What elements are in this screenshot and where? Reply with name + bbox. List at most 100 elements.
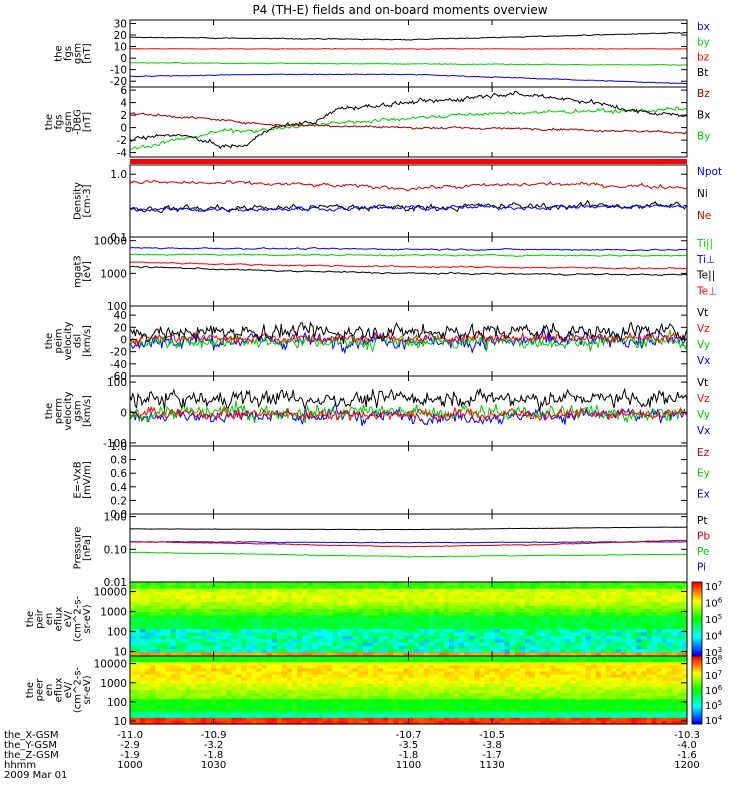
spectrogram-cell (540, 662, 546, 666)
spectrogram-cell (631, 585, 637, 590)
spectrogram-cell (307, 665, 313, 669)
spectrogram-cell (200, 696, 207, 700)
spectrogram-cell (160, 582, 167, 586)
spectrogram-cell (175, 702, 182, 707)
spectrogram-cell (281, 588, 288, 593)
spectrogram-cell (489, 632, 496, 637)
spectrogram-cell (459, 665, 465, 669)
spectrogram-cell (357, 708, 364, 713)
spectrogram-cell (342, 671, 349, 676)
spectrogram-cell (560, 717, 567, 722)
spectrogram-cell (474, 674, 480, 679)
spectrogram-cell (474, 615, 480, 620)
spectrogram-cell (494, 714, 501, 719)
spectrogram-cell (342, 635, 349, 640)
spectrogram-cell (246, 680, 253, 685)
spectrogram-cell (266, 677, 273, 682)
spectrogram-cell (200, 605, 207, 610)
spectrogram-cell (357, 625, 364, 630)
spectrogram-cell (317, 585, 324, 590)
spectrogram-cell (681, 608, 688, 613)
spectrogram-cell (175, 662, 182, 666)
spectrogram-cell (190, 659, 197, 663)
spectrogram-cell (160, 686, 167, 691)
spectrogram-cell (281, 693, 288, 697)
spectrogram-cell (292, 645, 298, 650)
spectrogram-cell (418, 622, 425, 627)
spectrogram-cell (271, 714, 278, 719)
spectrogram-cell (449, 714, 455, 719)
spectrogram-cell (484, 605, 491, 610)
spectrogram-cell (226, 720, 232, 725)
spectrogram-cell (231, 629, 237, 634)
spectrogram-cell (570, 625, 577, 630)
spectrogram-cell (651, 595, 658, 600)
spectrogram-cell (651, 686, 658, 691)
spectrogram-cell (236, 605, 242, 610)
spectrogram-cell (595, 652, 602, 657)
spectrogram-cell (504, 677, 511, 682)
spectrogram-cell (337, 671, 344, 676)
spectrogram-cell (180, 662, 187, 666)
spectrogram-cell (271, 582, 278, 586)
spectrogram-cell (205, 632, 212, 637)
spectrogram-cell (600, 686, 607, 691)
spectrogram-cell (367, 711, 374, 716)
spectrogram-cell (626, 696, 632, 700)
spectrogram-cell (145, 708, 151, 713)
spectrogram-cell (590, 635, 597, 640)
spectrogram-cell (449, 699, 455, 703)
spectrogram-cell (195, 645, 202, 650)
spectrogram-cell (185, 714, 192, 719)
spectrogram-cell (575, 717, 582, 722)
spectrogram-cell (631, 598, 637, 603)
spectrogram-cell (195, 662, 202, 666)
spectrogram-cell (611, 662, 617, 666)
spectrogram-cell (180, 592, 187, 597)
spectrogram-cell (292, 588, 298, 593)
spectrogram-cell (631, 659, 637, 663)
spectrogram-cell (449, 582, 455, 586)
spectrogram-cell (286, 686, 293, 691)
spectrogram-cell (216, 690, 222, 694)
spectrogram-cell (570, 585, 577, 590)
spectrogram-cell (631, 632, 637, 637)
spectrogram-cell (312, 656, 318, 660)
spectrogram-cell (545, 588, 551, 593)
spectrogram-cell (504, 629, 511, 634)
spectrogram-cell (190, 642, 197, 647)
spectrogram-cell (388, 615, 394, 620)
spectrogram-cell (514, 595, 521, 600)
spectrogram-cell (170, 665, 177, 669)
spectrogram-cell (135, 714, 141, 719)
spectrogram-cell (535, 690, 541, 694)
spectrogram-cell (292, 683, 298, 688)
spectrogram-cell (540, 629, 546, 634)
spectrogram-cell (661, 677, 668, 682)
spectrogram-cell (580, 693, 587, 697)
spectrogram-cell (671, 588, 678, 593)
spectrogram-cell (347, 699, 354, 703)
spectrogram-cell (281, 717, 288, 722)
spectrogram-cell (449, 693, 455, 697)
spectrogram-cell (454, 585, 460, 590)
spectrogram-cell (443, 693, 450, 697)
spectrogram-cell (428, 705, 435, 710)
spectrogram-cell (266, 674, 273, 679)
spectrogram-cell (342, 699, 349, 703)
spectrogram-cell (550, 674, 556, 679)
spectrogram-cell (307, 720, 313, 725)
spectrogram-cell (373, 677, 379, 682)
spectrogram-cell (185, 665, 192, 669)
spectrogram-cell (590, 711, 597, 716)
spectrogram-cell (226, 608, 232, 613)
spectrogram-cell (140, 645, 146, 650)
spectrogram-cell (565, 714, 572, 719)
spectrogram-cell (575, 585, 582, 590)
spectrogram-cell (221, 588, 227, 593)
spectrogram-cell (469, 585, 475, 590)
spectrogram-cell (611, 720, 617, 725)
spectrogram-cell (474, 619, 480, 623)
spectrogram-cell (585, 625, 592, 630)
spectrogram-cell (418, 708, 425, 713)
